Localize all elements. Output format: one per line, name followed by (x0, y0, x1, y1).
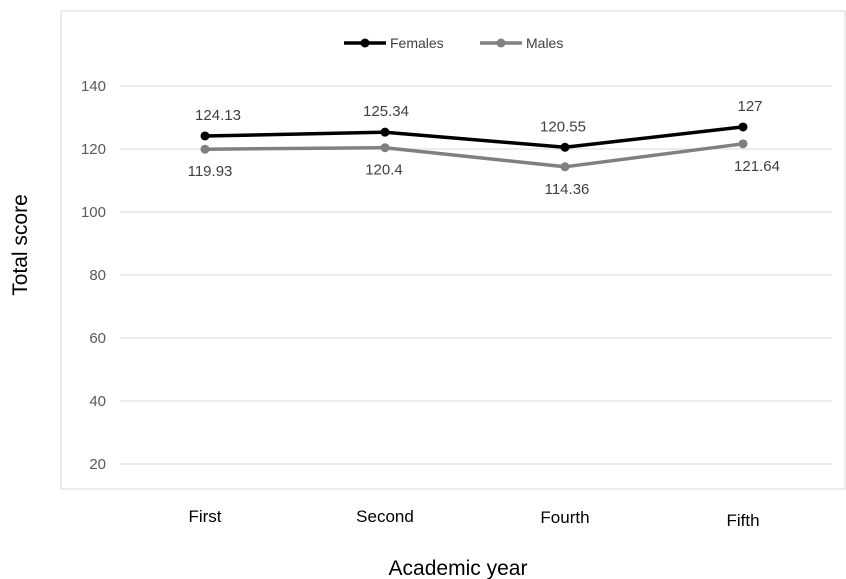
plot-frame (60, 10, 846, 490)
data-point-males (738, 139, 748, 149)
data-label-females: 124.13 (195, 107, 241, 124)
y-axis-ticks: 20 40 60 80 100 120 140 (81, 78, 106, 473)
data-label-males: 114.36 (545, 181, 590, 198)
legend-label-females: Females (390, 35, 444, 51)
series-line-females (204, 125, 744, 150)
series-lines (200, 122, 748, 172)
x-category-label: Fourth (540, 508, 589, 527)
legend-marker-females (360, 38, 370, 48)
data-point-females (380, 127, 390, 137)
y-axis-title: Total score (9, 194, 32, 296)
x-axis-categories: First Second Fourth Fifth (188, 507, 759, 530)
y-tick-label: 140 (81, 78, 106, 95)
x-category-label: Second (356, 507, 414, 526)
data-label-females: 127 (737, 98, 762, 115)
data-label-females: 125.34 (363, 103, 409, 120)
data-label-males: 120.4 (365, 162, 403, 179)
data-point-females (560, 142, 570, 152)
data-point-females (738, 122, 748, 132)
y-tick-label: 120 (81, 141, 106, 158)
y-tick-label: 80 (89, 267, 106, 284)
data-point-males (200, 144, 210, 154)
data-label-males: 121.64 (734, 158, 780, 175)
y-tick-label: 40 (89, 393, 106, 410)
x-category-label: First (188, 507, 221, 526)
data-label-females: 120.55 (540, 118, 586, 135)
legend-marker-males (496, 38, 506, 48)
data-point-males (560, 162, 570, 172)
data-point-males (380, 143, 390, 153)
x-axis-title: Academic year (389, 557, 528, 579)
y-tick-label: 60 (89, 330, 106, 347)
legend-label-males: Males (526, 35, 563, 51)
data-point-females (200, 131, 210, 141)
series-line-males (204, 142, 744, 169)
y-tick-label: 100 (81, 204, 106, 221)
x-category-label: Fifth (726, 511, 759, 530)
data-labels: 124.13 125.34 120.55 127 119.93 120.4 114.36 12… (188, 98, 780, 198)
data-label-males: 119.93 (188, 163, 233, 180)
y-tick-label: 20 (89, 456, 106, 473)
legend: Females Males (344, 35, 563, 51)
